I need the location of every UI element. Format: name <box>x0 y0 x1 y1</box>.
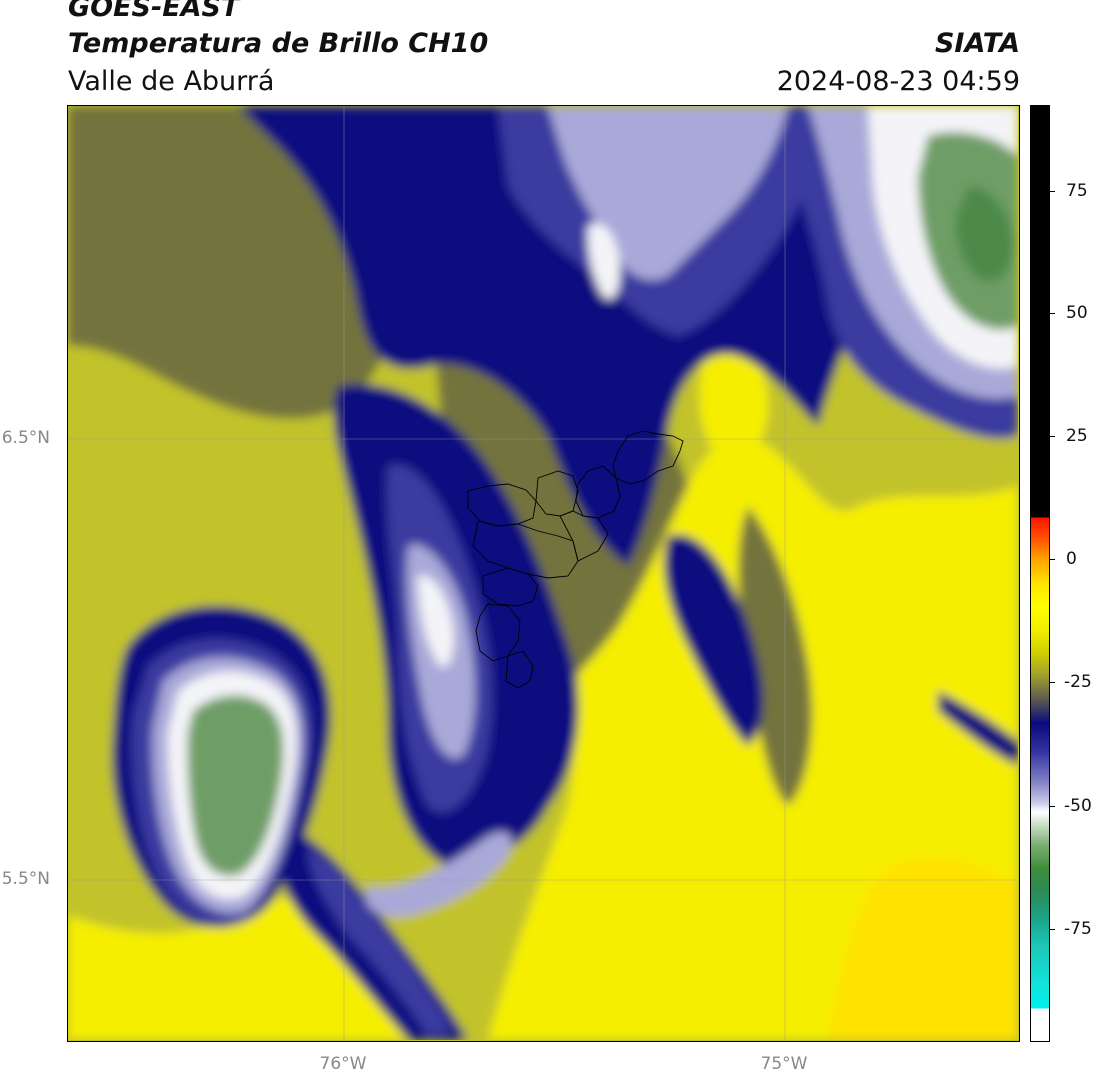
warm-area-mid <box>699 339 768 459</box>
timestamp-label: 2024-08-23 04:59 <box>776 66 1020 97</box>
product-title: Temperatura de Brillo CH10 <box>68 28 489 59</box>
graticule <box>68 106 1018 1040</box>
cold-top-diagonal-white <box>418 575 454 667</box>
valle-de-aburra-boundaries <box>467 430 684 689</box>
boundary-south <box>505 650 534 689</box>
temperature-colorbar <box>1030 105 1050 1042</box>
very-cold-core-southwest-green <box>187 695 284 876</box>
colorbar-label: 50 <box>1066 303 1088 323</box>
colorbar-tick <box>1050 191 1055 192</box>
cold-top-north-white <box>587 223 621 300</box>
region-subtitle: Valle de Aburrá <box>68 66 275 97</box>
colorbar-tick <box>1050 559 1055 560</box>
boundary-west-north <box>467 483 537 527</box>
colorbar-tick <box>1050 436 1055 437</box>
boundary-central <box>472 520 579 579</box>
agency-label: SIATA <box>934 28 1020 59</box>
lat-label-6-5n: 6.5°N <box>1 428 50 448</box>
colorbar-label: 75 <box>1066 181 1088 201</box>
colorbar-label: 25 <box>1066 426 1088 446</box>
brightness-temperature-map <box>67 105 1020 1042</box>
very-cold-core-northeast-deep-green <box>955 186 1014 282</box>
cloud-top-tail-lavender <box>365 832 512 917</box>
satellite-title: GOES-EAST <box>68 0 240 23</box>
warm-area-southeast <box>828 857 1018 1040</box>
boundary-north <box>612 430 684 485</box>
colorbar-tick <box>1050 682 1055 683</box>
boundary-south-west <box>475 603 521 662</box>
colorbar-label: -50 <box>1064 796 1092 816</box>
colorbar-label: -25 <box>1064 672 1092 692</box>
temperature-field <box>68 106 1018 1040</box>
lat-label-5-5n: 5.5°N <box>1 869 50 889</box>
colorbar-label: 0 <box>1066 549 1077 569</box>
lon-label-76w: 76°W <box>319 1054 367 1074</box>
cloud-band-east <box>664 534 763 746</box>
boundary-east-central <box>559 510 609 562</box>
boundary-north-east <box>575 465 621 519</box>
boundary-south-central <box>482 567 539 607</box>
colorbar-label: -75 <box>1064 919 1092 939</box>
lon-label-75w: 75°W <box>760 1054 808 1074</box>
colorbar-tick <box>1050 929 1055 930</box>
colorbar-tick <box>1050 313 1055 314</box>
transition-zone-east <box>738 506 812 806</box>
cloud-streak-southeast <box>938 691 1018 766</box>
colorbar-tick <box>1050 806 1055 807</box>
